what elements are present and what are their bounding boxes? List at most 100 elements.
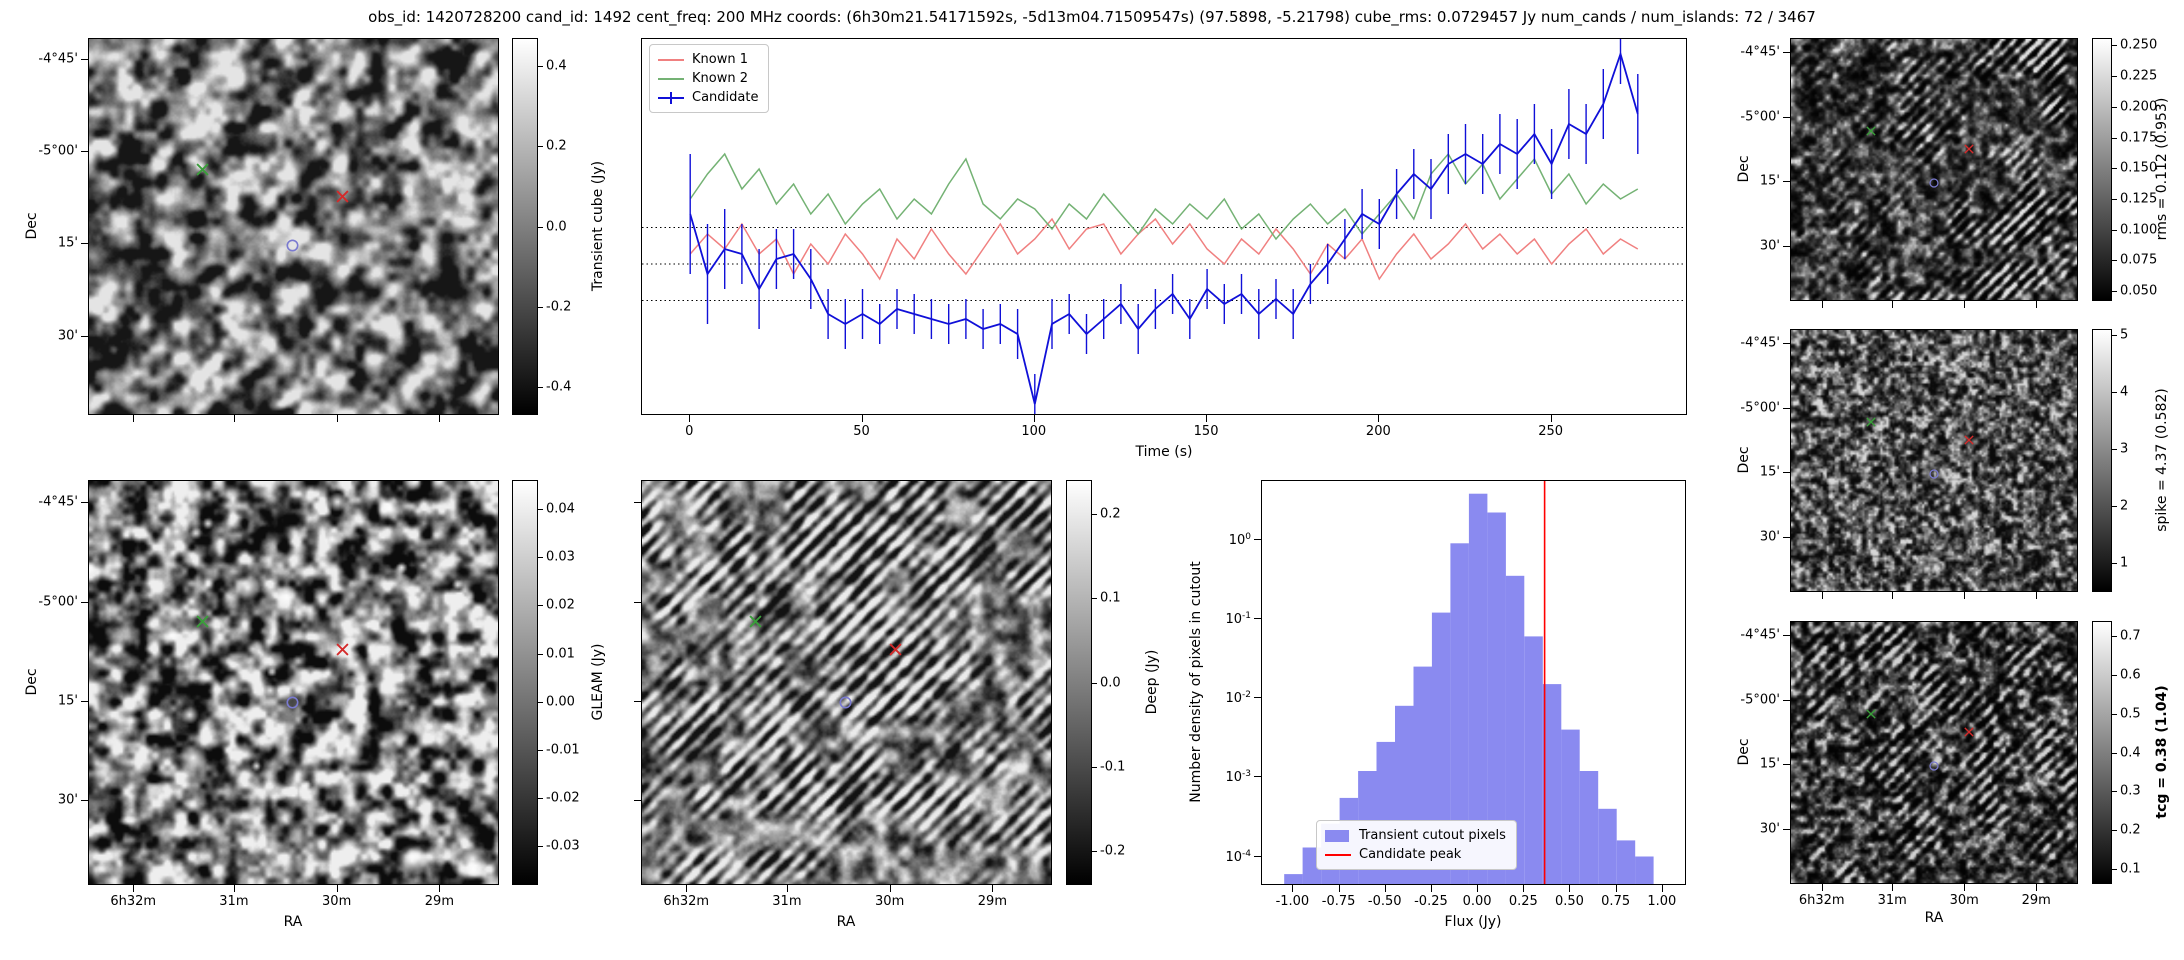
flux-tick-label: -0.25 [1414, 894, 1448, 909]
colorbar-tick-label: 4 [2120, 384, 2129, 400]
colorbar-tick-label: 1 [2120, 555, 2129, 571]
tick-mark [81, 700, 88, 702]
legend-line-swatch [1325, 853, 1351, 856]
dec-tick-label: 30' [1759, 821, 1780, 837]
legend-entry-candidate: Candidate [658, 88, 758, 107]
legend-label-known2: Known 2 [692, 71, 748, 86]
tick-mark [538, 701, 543, 703]
tick-mark [1378, 415, 1380, 422]
dec-axis-label-rms: Dec [1736, 155, 1752, 183]
legend-line-swatch [658, 77, 684, 80]
circle-marker-icon [286, 696, 299, 709]
dec-tick-label: -5°00' [38, 594, 78, 609]
tick-mark [1254, 855, 1261, 857]
tick-mark [689, 415, 691, 422]
transient-cube-image [89, 39, 498, 414]
x-marker-icon [749, 615, 762, 628]
ra-tick-label: 6h32m [1798, 893, 1845, 908]
tick-mark [538, 386, 543, 388]
x-marker-icon [1866, 126, 1876, 136]
legend-label-candidate: Candidate [692, 90, 759, 105]
colorbar-tick-label: -0.2 [1100, 843, 1126, 859]
tick-mark [2112, 106, 2117, 108]
legend-errorbar-swatch [670, 91, 672, 104]
time-tick-label: 150 [1193, 424, 1219, 439]
x-marker-icon [1866, 417, 1876, 427]
tick-mark [2112, 168, 2117, 170]
deep-colorbar [1066, 480, 1092, 885]
tick-mark [2112, 449, 2117, 451]
tick-mark [81, 58, 88, 60]
histogram-ylabel: Number density of pixels in cutout [1188, 561, 1204, 803]
tick-mark [1821, 592, 1823, 599]
colorbar-tick-label: 0.04 [546, 501, 575, 517]
circle-marker-icon [1929, 469, 1939, 480]
tick-mark [81, 151, 88, 153]
rms-colorbar [2092, 38, 2112, 301]
tick-mark [538, 798, 543, 800]
flux-tick-label: -0.75 [1321, 894, 1356, 909]
tick-mark [1783, 52, 1790, 54]
colorbar-tick-label: 0.7 [2120, 628, 2141, 644]
spike-colorbar-label: spike = 4.37 (0.582) [2154, 388, 2170, 532]
colorbar-tick-label: 0.03 [546, 549, 575, 565]
ra-axis-label-gleam: RA [283, 914, 303, 930]
dec-tick-label: -4°45' [38, 494, 78, 510]
colorbar-tick-label: 0.0 [1100, 675, 1121, 690]
tick-mark [81, 799, 88, 801]
tick-mark [1033, 415, 1035, 422]
x-marker-icon [196, 163, 209, 176]
flux-tick-label: -0.50 [1367, 894, 1402, 909]
tick-mark [992, 885, 994, 892]
dec-tick-label: 15' [1759, 173, 1780, 189]
colorbar-tick-label: 0.200 [2120, 99, 2158, 115]
colorbar-tick-label: 0.175 [2120, 130, 2158, 146]
colorbar-tick-label: 0.02 [546, 597, 575, 613]
dec-tick-label: 30' [1759, 529, 1780, 545]
tick-mark [1964, 301, 1966, 308]
x-marker-icon [1964, 144, 1974, 154]
tick-mark [538, 306, 543, 308]
tick-mark [1783, 699, 1790, 701]
tick-mark [1783, 828, 1790, 830]
gleam-cutout-panel [88, 480, 499, 885]
legend-label-cutout-pixels: Transient cutout pixels [1359, 828, 1506, 843]
tick-mark [2112, 391, 2117, 393]
tick-mark [2112, 260, 2117, 262]
dec-axis-label-spike: Dec [1736, 446, 1752, 474]
time-tick-label: 250 [1538, 424, 1564, 439]
ra-tick-label: 6h32m [663, 894, 710, 909]
tick-mark [1821, 884, 1823, 891]
dec-axis-label-gleam: Dec [24, 668, 40, 696]
dec-axis-label-transient: Dec [24, 212, 40, 240]
tick-mark [538, 846, 543, 848]
tick-mark [538, 146, 543, 148]
tick-mark [2112, 76, 2117, 78]
ra-tick-label: 6h32m [110, 894, 157, 909]
colorbar-tick-label: 0.2 [2120, 822, 2141, 838]
tick-mark [2036, 884, 2038, 891]
circle-marker-icon [839, 696, 852, 709]
tick-mark [1783, 635, 1790, 637]
time-tick-label: 200 [1365, 424, 1391, 439]
tick-mark [1092, 766, 1097, 768]
histogram-legend: Transient cutout pixels Candidate peak [1316, 820, 1517, 870]
density-tick-label: 10-2 [1225, 689, 1251, 707]
colorbar-tick-label: 0.6 [2120, 667, 2141, 683]
x-marker-icon [889, 643, 902, 656]
tick-mark [1430, 885, 1432, 892]
lightcurve-panel [641, 38, 1687, 415]
x-marker-icon [1964, 727, 1974, 737]
tick-mark [2112, 868, 2117, 870]
density-tick-label: 10-4 [1225, 848, 1251, 865]
dec-tick-label: -5°00' [1740, 400, 1780, 416]
ra-axis-label-deep: RA [836, 914, 856, 930]
circle-marker-icon [286, 239, 299, 252]
tick-mark [2112, 791, 2117, 793]
tick-mark [538, 605, 543, 607]
tick-mark [2036, 301, 2038, 308]
tick-mark [2112, 636, 2117, 638]
tick-mark [1783, 245, 1790, 247]
tick-mark [634, 799, 641, 801]
colorbar-tick-label: 0.2 [546, 138, 567, 154]
